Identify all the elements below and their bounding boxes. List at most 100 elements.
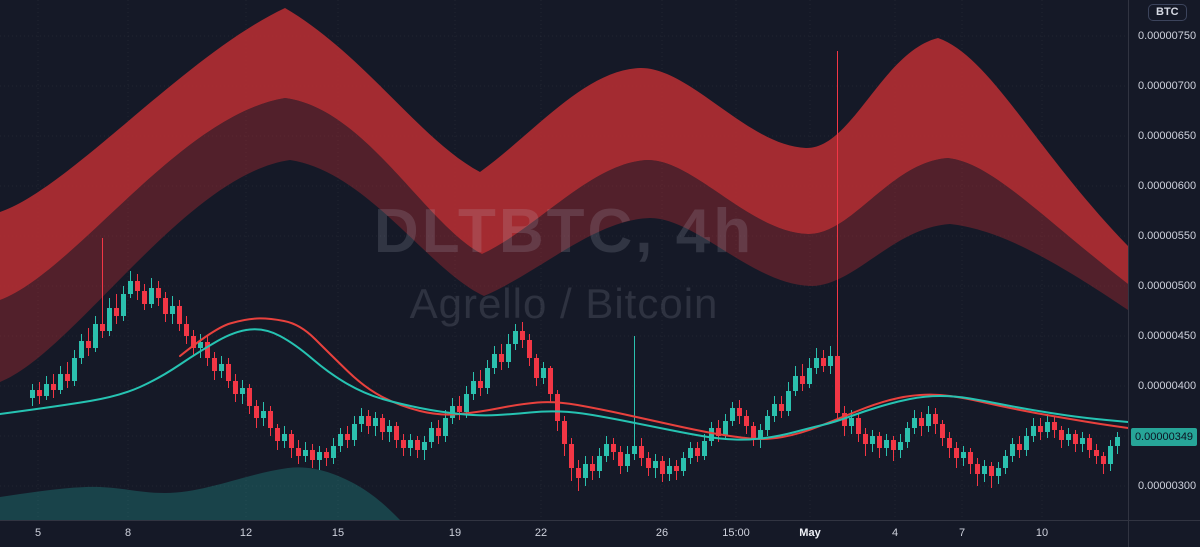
teal-area-indicator [0, 467, 400, 520]
candle-up [128, 281, 133, 294]
candle-up [107, 308, 112, 331]
candle-up [79, 341, 84, 358]
dark-red-band [0, 98, 1128, 382]
candle-up [758, 430, 763, 438]
candle-up [317, 452, 322, 460]
candle-up [506, 344, 511, 362]
candle-down [527, 340, 532, 358]
candle-down [1087, 438, 1092, 450]
candle-up [632, 446, 637, 454]
candle-down [919, 418, 924, 426]
time-tick: 7 [958, 527, 966, 539]
chart-plot-area[interactable]: DLTBTC, 4h Agrello / Bitcoin [0, 0, 1128, 520]
candle-down [1059, 430, 1064, 440]
candle-up [807, 368, 812, 384]
time-tick: 15:00 [722, 527, 750, 539]
candle-down [275, 428, 280, 441]
candle-up [604, 444, 609, 456]
candle-down [716, 428, 721, 436]
candle-up [772, 404, 777, 416]
candle-down [737, 408, 742, 416]
candle-down [499, 354, 504, 362]
candle-up [702, 441, 707, 456]
candle-down [534, 358, 539, 378]
candle-up [303, 450, 308, 456]
candlestick-chart-canvas[interactable]: DLTBTC, 4h Agrello / Bitcoin [0, 0, 1128, 520]
candle-down [555, 394, 560, 421]
candle-down [156, 288, 161, 298]
candle-down [37, 390, 42, 396]
candle-down [51, 384, 56, 390]
candle-up [982, 466, 987, 474]
candle-down [800, 376, 805, 384]
time-tick: 15 [331, 527, 345, 539]
candle-up [765, 416, 770, 430]
candle-up [240, 388, 245, 394]
red-band-indicator [0, 8, 1128, 382]
price-tick: 0.00000450 [1138, 330, 1197, 342]
watermark-pair-text: Agrello / Bitcoin [410, 280, 719, 327]
candle-up [1024, 436, 1029, 450]
candle-down [940, 424, 945, 438]
candle-up [58, 374, 63, 390]
candle-up [1010, 444, 1015, 456]
candle-down [1094, 450, 1099, 456]
candle-down [891, 440, 896, 450]
candle-down [177, 306, 182, 324]
candle-up [149, 288, 154, 304]
candle-up [198, 342, 203, 348]
candle-up [828, 356, 833, 366]
price-tick: 0.00000400 [1138, 380, 1197, 392]
candle-down [289, 434, 294, 448]
candle-up [121, 294, 126, 316]
candle-down [1017, 444, 1022, 450]
price-tick: 0.00000600 [1138, 180, 1197, 192]
candle-down [478, 381, 483, 388]
candle-up [408, 440, 413, 448]
candle-up [443, 418, 448, 436]
candle-up [387, 426, 392, 432]
currency-unit-button[interactable]: BTC [1148, 4, 1187, 21]
candle-down [142, 291, 147, 304]
candle-up [996, 468, 1001, 476]
candle-up [219, 364, 224, 371]
candle-down [968, 452, 973, 464]
candle-up [338, 434, 343, 446]
candle-down [576, 468, 581, 478]
candle-up [1031, 426, 1036, 436]
candle-down [779, 404, 784, 411]
price-tick: 0.00000500 [1138, 280, 1197, 292]
candle-up [653, 461, 658, 468]
candle-up [793, 376, 798, 391]
time-tick: 8 [124, 527, 132, 539]
candle-down [268, 411, 273, 428]
candle-down [590, 464, 595, 471]
bright-red-band [0, 8, 1128, 300]
price-tick: 0.00000700 [1138, 80, 1197, 92]
candle-up [44, 384, 49, 396]
candle-down [1101, 456, 1106, 464]
candle-down [821, 358, 826, 366]
candle-up [352, 424, 357, 440]
candle-up [926, 414, 931, 426]
candle-down [226, 364, 231, 381]
candle-up [723, 421, 728, 436]
red-ma-line [179, 317, 1128, 440]
candle-down [324, 452, 329, 458]
candle-down [191, 336, 196, 348]
candle-down [954, 448, 959, 458]
candle-down [695, 448, 700, 456]
candle-down [1038, 426, 1043, 432]
candle-down [863, 434, 868, 444]
price-tick: 0.00000300 [1138, 480, 1197, 492]
candle-up [72, 358, 77, 381]
candle-up [1066, 434, 1071, 440]
candle-down [233, 381, 238, 394]
time-axis[interactable]: 5 8 12 15 19 22 26 15:00 May 4 7 10 [0, 520, 1200, 547]
candle-up [1115, 437, 1120, 446]
price-axis[interactable]: BTC 0.00000750 0.00000700 0.00000650 0.0000… [1128, 0, 1200, 520]
candle-down [296, 448, 301, 456]
candle-up [961, 452, 966, 458]
time-tick: 4 [891, 527, 899, 539]
candle-up [912, 418, 917, 428]
